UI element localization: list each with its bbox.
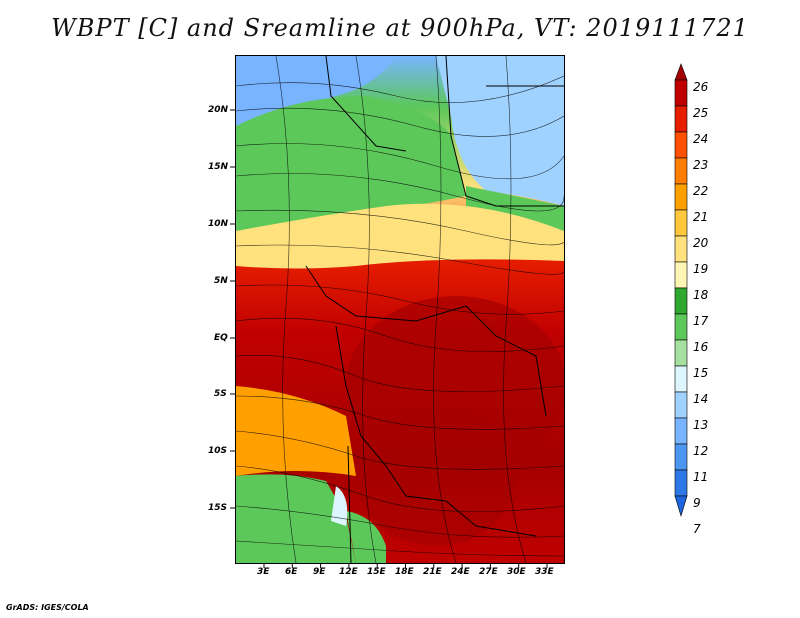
colorbar-segment [674, 417, 688, 445]
colorbar-label-9: 9 [693, 496, 701, 510]
lat-label-5s: 5S [214, 389, 227, 399]
colorbar-segment [674, 209, 688, 237]
colorbar-segment [674, 79, 688, 107]
lon-label-18e: 18E [395, 567, 414, 577]
colorbar-label-20: 20 [693, 236, 709, 250]
colorbar-segment [674, 365, 688, 393]
colorbar-top-arrow [674, 63, 688, 81]
colorbar-label-26: 26 [693, 80, 709, 94]
lat-label-15n: 15N [208, 162, 229, 172]
colorbar-label-17: 17 [693, 314, 709, 328]
colorbar-segment [674, 261, 688, 289]
colorbar-label-22: 22 [693, 184, 709, 198]
lon-label-9e: 9E [313, 567, 326, 577]
lon-label-6e: 6E [285, 567, 298, 577]
map-panel [235, 55, 565, 564]
lat-label-5n: 5N [214, 276, 228, 286]
lat-label-20n: 20N [208, 105, 229, 115]
colorbar-segment [674, 235, 688, 263]
colorbar-label-18: 18 [693, 288, 709, 302]
lat-label-eq: EQ [214, 333, 228, 343]
temperature-field [236, 56, 564, 563]
colorbar-segment [674, 287, 688, 315]
lon-label-24e: 24E [451, 567, 470, 577]
lat-label-10s: 10S [208, 446, 228, 456]
colorbar-label-16: 16 [693, 340, 709, 354]
lon-label-30e: 30E [507, 567, 526, 577]
colorbar-label-19: 19 [693, 262, 709, 276]
colorbar-segment [674, 469, 688, 497]
colorbar-label-7: 7 [693, 522, 701, 536]
colorbar-segment [674, 339, 688, 367]
colorbar-label-15: 15 [693, 366, 709, 380]
colorbar-label-25: 25 [693, 106, 709, 120]
lon-label-12e: 12E [339, 567, 358, 577]
colorbar-segment [674, 131, 688, 159]
colorbar-segment [674, 313, 688, 341]
lon-label-15e: 15E [367, 567, 386, 577]
colorbar-segment [674, 183, 688, 211]
lon-label-21e: 21E [423, 567, 442, 577]
lon-label-27e: 27E [479, 567, 498, 577]
footer-credit: GrADS: IGES/COLA [6, 603, 89, 612]
colorbar-bottom-arrow [674, 495, 688, 518]
colorbar-label-13: 13 [693, 418, 709, 432]
lon-label-33e: 33E [535, 567, 554, 577]
colorbar-label-21: 21 [693, 210, 709, 224]
lon-label-3e: 3E [257, 567, 270, 577]
colorbar-label-23: 23 [693, 158, 709, 172]
colorbar-label-11: 11 [693, 470, 709, 484]
colorbar-segment [674, 443, 688, 471]
colorbar-label-14: 14 [693, 392, 709, 406]
colorbar-segment [674, 157, 688, 185]
lat-label-15s: 15S [208, 503, 228, 513]
map-title: WBPT [C] and Sreamline at 900hPa, VT: 20… [51, 14, 749, 42]
lat-label-10n: 10N [208, 219, 229, 229]
colorbar-segment [674, 105, 688, 133]
colorbar-label-12: 12 [693, 444, 709, 458]
colorbar-label-24: 24 [693, 132, 709, 146]
colorbar-segment [674, 391, 688, 419]
